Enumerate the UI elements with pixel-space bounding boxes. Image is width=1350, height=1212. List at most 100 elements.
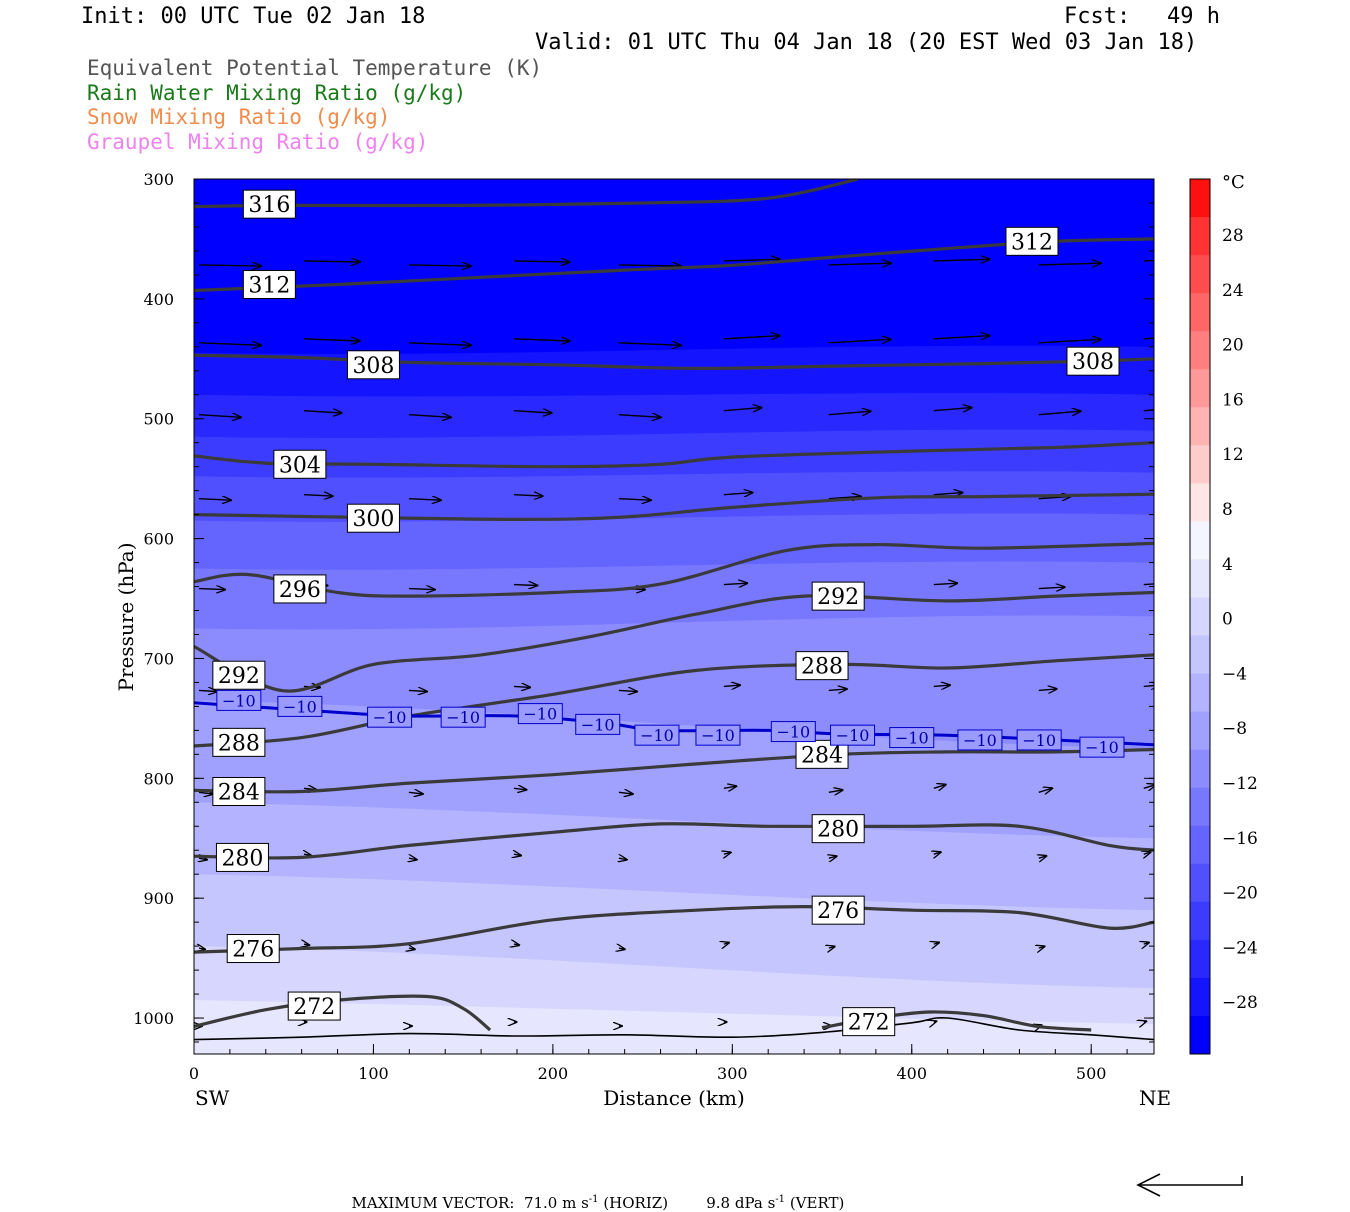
- contour-label-296: 296: [279, 578, 321, 603]
- wind-vector: [1144, 1021, 1147, 1022]
- colorbar-swatch: [1190, 521, 1210, 560]
- contour-label-288: 288: [218, 731, 260, 756]
- y-tick-label: 900: [143, 889, 174, 908]
- contour-label-276: 276: [232, 938, 274, 963]
- x-tick-label: 200: [538, 1064, 569, 1083]
- colorbar-swatch: [1190, 902, 1210, 941]
- colorbar-swatch: [1190, 674, 1210, 713]
- contour-label-276: 276: [817, 899, 859, 924]
- colorbar-swatch: [1190, 864, 1210, 903]
- wind-vector: [514, 585, 537, 586]
- contour-label-288: 288: [801, 655, 843, 680]
- colorbar-swatch: [1190, 331, 1210, 370]
- vertical-unit: (VERT): [790, 1194, 845, 1212]
- colorbar-swatch: [1190, 293, 1210, 332]
- colorbar-swatch: [1190, 559, 1210, 598]
- colorbar-unit: °C: [1222, 172, 1245, 193]
- wind-vector: [934, 1021, 937, 1022]
- colorbar-tick-label: 4: [1222, 555, 1233, 575]
- contour-label-312: 312: [1011, 230, 1053, 255]
- reference-vector-arrow: [1138, 1174, 1242, 1196]
- colorbar-swatch: [1190, 712, 1210, 751]
- wind-vector: [514, 686, 530, 687]
- isotherm-label: −10: [776, 723, 810, 742]
- colorbar-tick-label: −16: [1222, 829, 1258, 849]
- contour-label-308: 308: [352, 354, 394, 379]
- contour-label-300: 300: [352, 507, 394, 532]
- max-vector-label: MAXIMUM VECTOR:: [352, 1194, 515, 1212]
- contour-label-284: 284: [801, 743, 843, 768]
- horizontal-unit: (HORIZ): [603, 1194, 668, 1212]
- left-endpoint-label: SW: [195, 1086, 230, 1110]
- y-tick-label: 1000: [133, 1009, 174, 1028]
- vertical-max: 9.8 dPa s: [706, 1194, 775, 1212]
- colorbar-swatch: [1190, 445, 1210, 484]
- horizontal-max: 71.0 m s: [524, 1194, 589, 1212]
- colorbar-swatch: [1190, 1016, 1210, 1055]
- isotherm-label: −10: [1085, 738, 1119, 757]
- y-tick-label: 500: [143, 410, 174, 429]
- y-tick-label: 600: [143, 530, 174, 549]
- contour-label-304: 304: [279, 453, 321, 478]
- colorbar-swatch: [1190, 407, 1210, 446]
- colorbar-swatch: [1190, 217, 1210, 256]
- x-tick-label: 0: [189, 1064, 199, 1083]
- y-tick-label: 400: [143, 290, 174, 309]
- colorbar-tick-label: 16: [1222, 390, 1244, 410]
- y-tick-label: 300: [143, 170, 174, 189]
- contour-label-312: 312: [248, 273, 290, 298]
- colorbar-tick-label: 28: [1222, 226, 1244, 246]
- colorbar-swatch: [1190, 636, 1210, 675]
- colorbar-tick-label: −4: [1222, 664, 1247, 684]
- contour-label-272: 272: [848, 1011, 890, 1036]
- isotherm-label: −10: [222, 691, 256, 710]
- colorbar-tick-label: −8: [1222, 719, 1247, 739]
- x-tick-label: 100: [358, 1064, 389, 1083]
- colorbar-swatch: [1190, 597, 1210, 636]
- colorbar-tick-label: 24: [1222, 281, 1244, 301]
- contour-label-292: 292: [218, 664, 260, 689]
- isotherm-label: −10: [446, 708, 480, 727]
- contour-label-308: 308: [1072, 350, 1114, 375]
- colorbar-tick-label: 20: [1222, 336, 1244, 356]
- contour-label-316: 316: [248, 193, 290, 218]
- x-tick-label: 300: [717, 1064, 748, 1083]
- temperature-shading: [194, 179, 1154, 1054]
- isotherm-label: −10: [523, 705, 557, 724]
- x-axis-label: Distance (km): [603, 1086, 745, 1110]
- maximum-vector-note: MAXIMUM VECTOR: 71.0 m s-1 (HORIZ) 9.8 d…: [342, 1176, 844, 1212]
- colorbar-swatch: [1190, 940, 1210, 979]
- isotherm-label: −10: [373, 708, 407, 727]
- colorbar-tick-label: 0: [1222, 610, 1233, 630]
- colorbar-swatch: [1190, 179, 1210, 218]
- colorbar-swatch: [1190, 369, 1210, 408]
- colorbar-tick-label: −20: [1222, 884, 1258, 904]
- isotherm-label: −10: [836, 726, 870, 745]
- colorbar-swatch: [1190, 826, 1210, 865]
- colorbar-tick-label: −24: [1222, 938, 1258, 958]
- isotherm-label: −10: [895, 729, 929, 748]
- colorbar-tick-label: −28: [1222, 993, 1258, 1013]
- colorbar-swatch: [1190, 483, 1210, 522]
- isotherm-label: −10: [963, 731, 997, 750]
- colorbar-tick-label: 12: [1222, 445, 1244, 465]
- y-axis-label: Pressure (hPa): [114, 543, 138, 692]
- colorbar-swatch: [1190, 255, 1210, 294]
- x-tick-label: 500: [1076, 1064, 1107, 1083]
- colorbar-swatch: [1190, 788, 1210, 827]
- colorbar-tick-label: 8: [1222, 500, 1233, 520]
- isotherm-label: −10: [283, 697, 317, 716]
- isotherm-label: −10: [640, 726, 674, 745]
- y-tick-label: 800: [143, 769, 174, 788]
- y-tick-label: 700: [143, 649, 174, 668]
- contour-label-280: 280: [221, 846, 263, 871]
- contour-label-280: 280: [817, 818, 859, 843]
- contour-label-284: 284: [218, 781, 260, 806]
- contour-label-272: 272: [293, 995, 335, 1020]
- isotherm-label: −10: [701, 726, 735, 745]
- isotherm-label: −10: [1022, 731, 1056, 750]
- colorbar-swatch: [1190, 978, 1210, 1017]
- contour-label-292: 292: [817, 585, 859, 610]
